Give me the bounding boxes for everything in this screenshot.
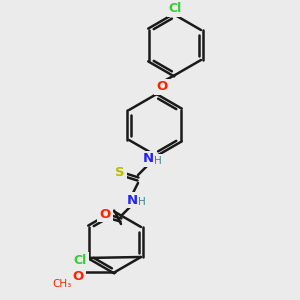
Text: N: N [142, 152, 154, 166]
Text: H: H [138, 197, 146, 207]
Text: S: S [115, 166, 125, 178]
Text: CH₃: CH₃ [52, 279, 72, 289]
Text: O: O [72, 269, 84, 283]
Text: H: H [154, 156, 162, 166]
Text: Cl: Cl [168, 2, 182, 16]
Text: N: N [126, 194, 138, 206]
Text: Cl: Cl [74, 254, 87, 266]
Text: O: O [99, 208, 111, 220]
Text: O: O [156, 80, 168, 94]
